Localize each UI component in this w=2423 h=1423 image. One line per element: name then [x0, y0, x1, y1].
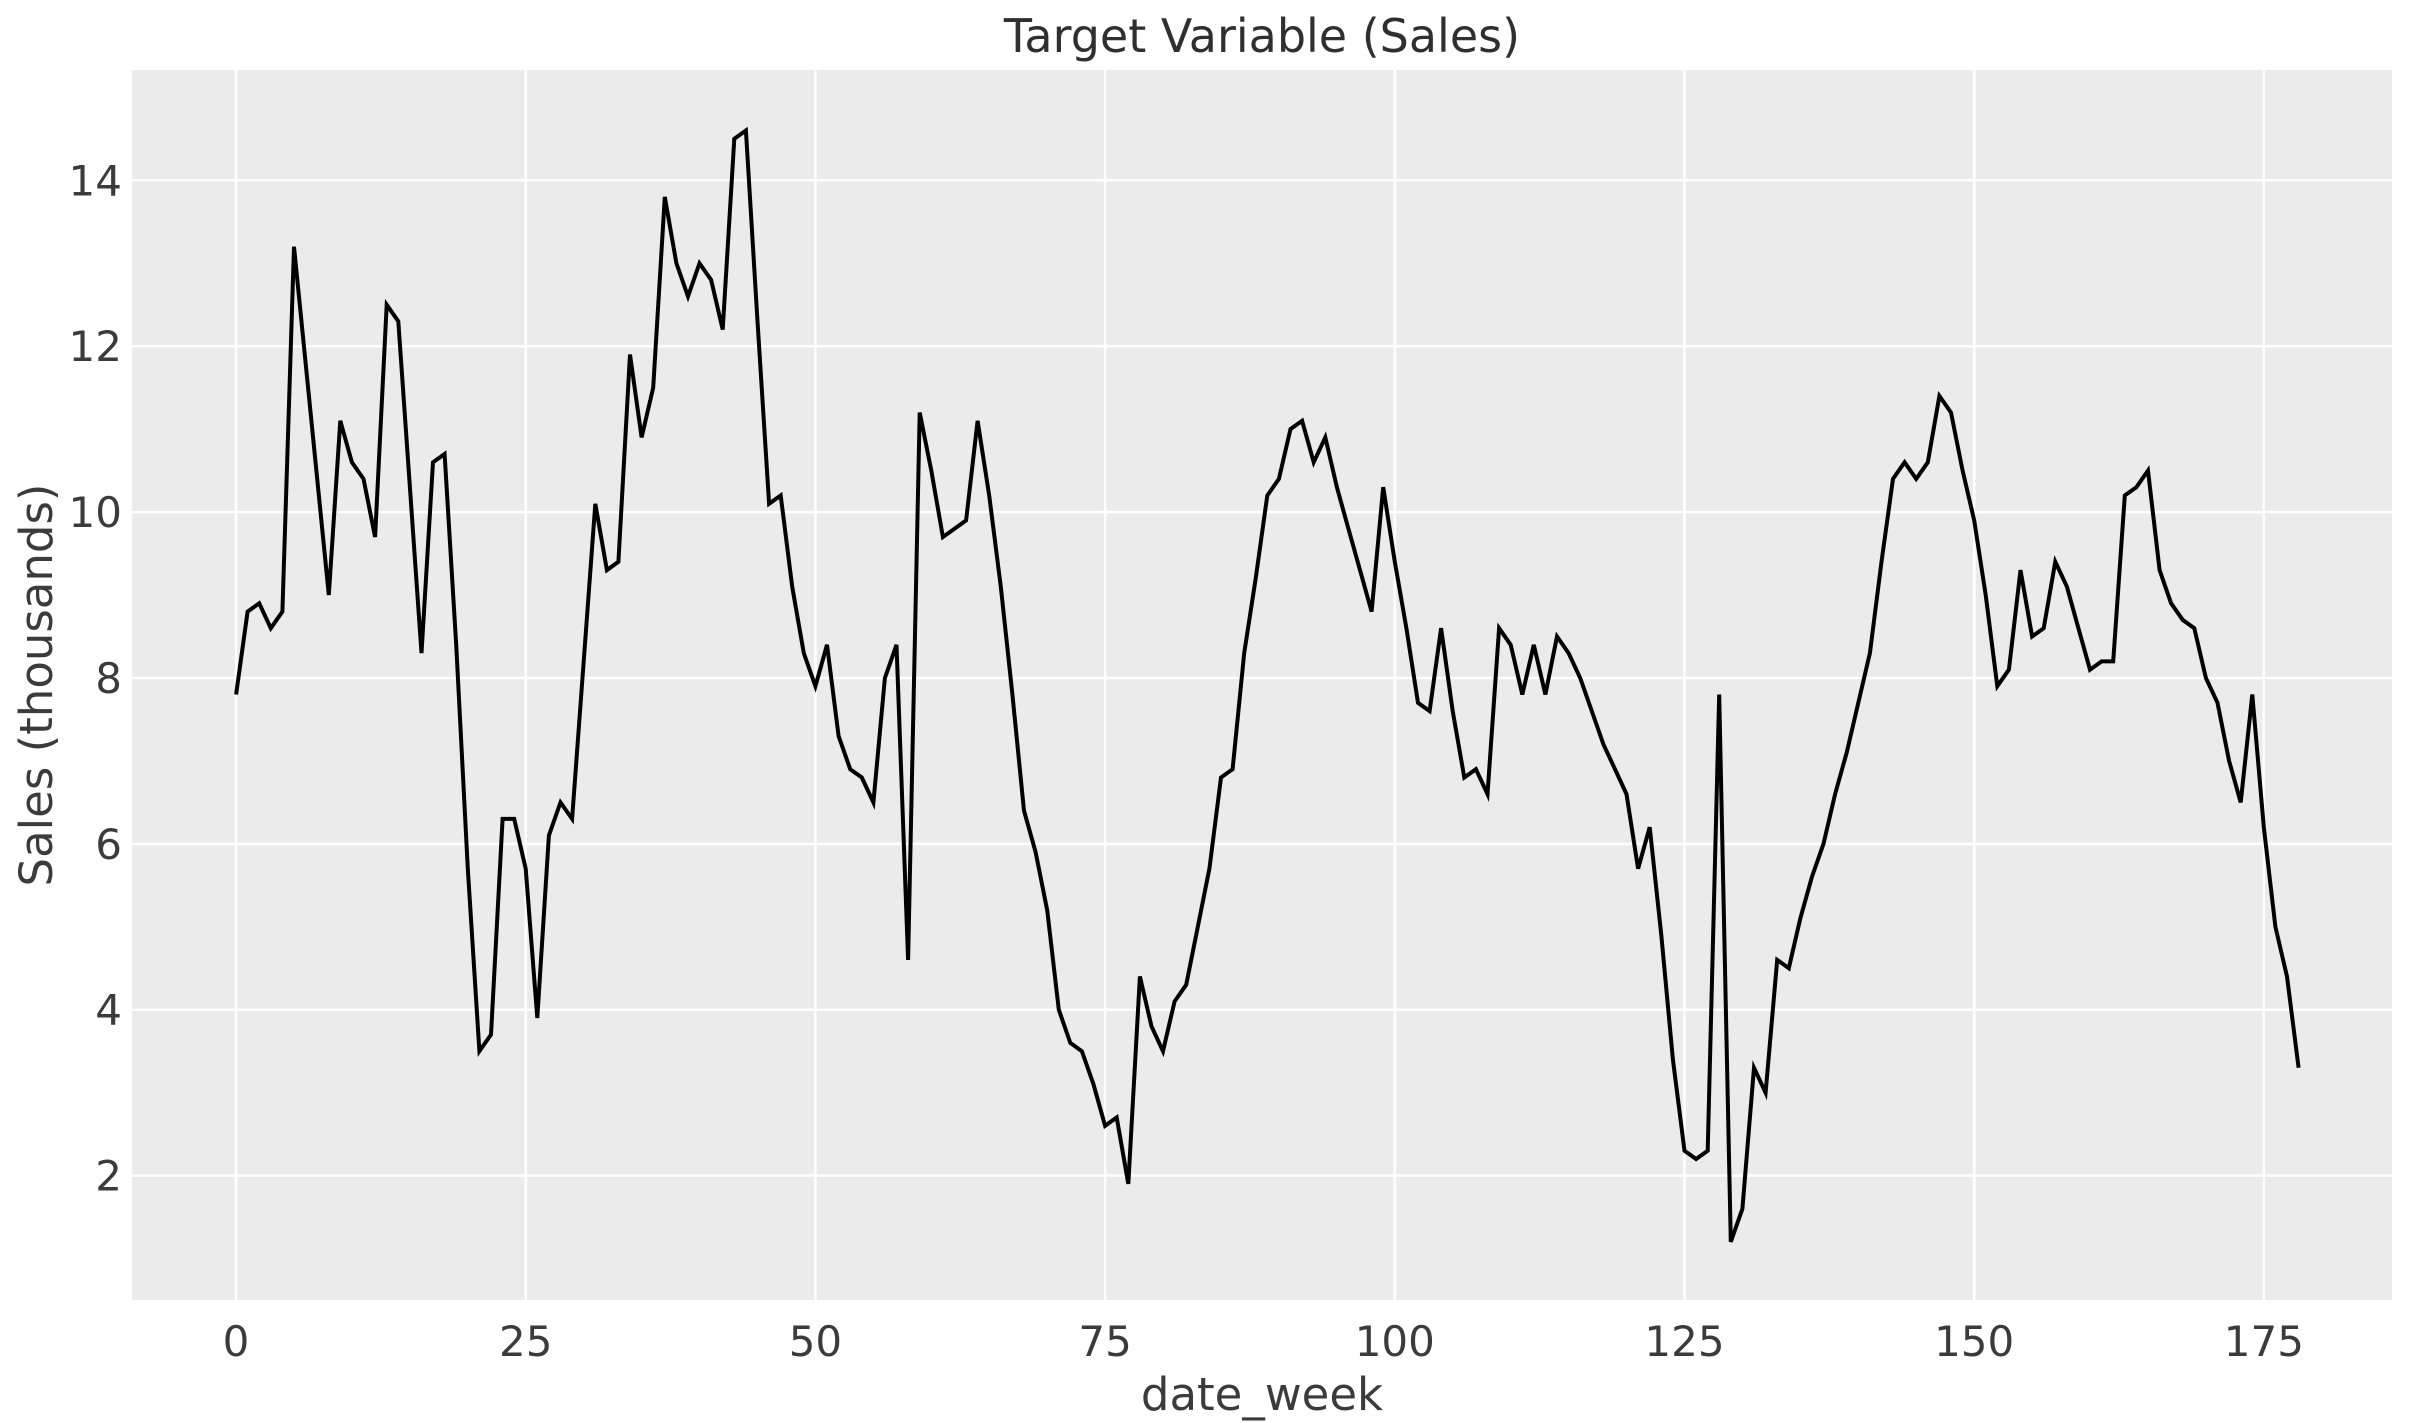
x-tick-label: 100	[1355, 1317, 1435, 1366]
plot-area	[132, 70, 2392, 1300]
y-tick-label: 8	[95, 654, 122, 703]
chart-title: Target Variable (Sales)	[1003, 9, 1520, 63]
x-axis-label: date_week	[1141, 1368, 1383, 1421]
x-tick-label: 0	[223, 1317, 250, 1366]
x-tick-label: 50	[789, 1317, 842, 1366]
y-tick-label: 12	[69, 322, 122, 371]
y-tick-label: 4	[95, 986, 122, 1035]
y-tick-labels: 2 4 6 8 10 12 14	[69, 156, 122, 1200]
x-tick-label: 150	[1934, 1317, 2014, 1366]
x-tick-label: 25	[499, 1317, 552, 1366]
y-axis-label: Sales (thousands)	[10, 484, 63, 887]
y-tick-label: 2	[95, 1152, 122, 1201]
x-tick-labels: 0 25 50 75 100 125 150 175	[223, 1317, 2304, 1366]
x-tick-label: 125	[1644, 1317, 1724, 1366]
sales-line	[234, 126, 2301, 1243]
x-tick-label: 75	[1078, 1317, 1131, 1366]
x-tick-label: 175	[2224, 1317, 2304, 1366]
y-tick-label: 6	[95, 820, 122, 869]
y-tick-label: 14	[69, 156, 122, 205]
y-tick-label: 10	[69, 488, 122, 537]
